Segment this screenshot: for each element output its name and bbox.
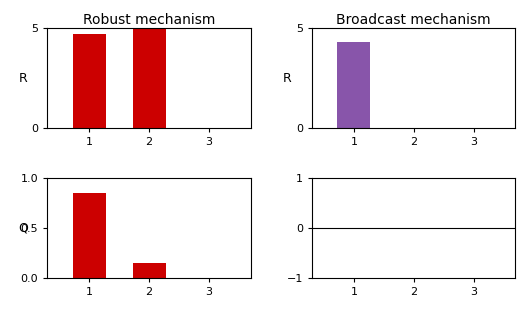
Bar (73, 193, 106, 278)
Y-axis label: Q: Q (18, 221, 28, 234)
Bar (73, 34, 106, 128)
Y-axis label: R: R (18, 71, 27, 85)
Title: Robust mechanism: Robust mechanism (83, 13, 215, 27)
Bar (337, 42, 370, 128)
Title: Broadcast mechanism: Broadcast mechanism (337, 13, 491, 27)
Bar (133, 263, 166, 278)
Y-axis label: R: R (283, 71, 292, 85)
Bar (133, 28, 166, 128)
